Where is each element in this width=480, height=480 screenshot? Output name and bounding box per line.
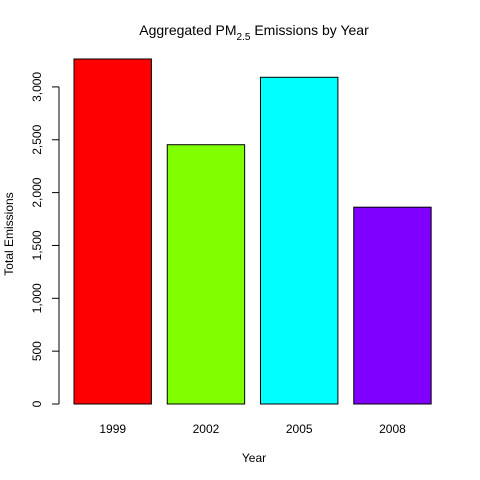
bar-1999 bbox=[73, 58, 152, 405]
x-tick-label: 2005 bbox=[286, 422, 313, 436]
bar-2002 bbox=[166, 144, 246, 405]
bars-group bbox=[73, 58, 432, 405]
bar-2005 bbox=[260, 76, 339, 405]
y-tick-label: 500 bbox=[30, 341, 44, 361]
y-tick-label: 2,500 bbox=[30, 124, 44, 154]
x-axis-label: Year bbox=[242, 451, 266, 465]
chart-title-rest: Emissions by Year bbox=[250, 22, 369, 38]
y-tick-label: 1,500 bbox=[30, 230, 44, 260]
y-axis-label: Total Emissions bbox=[2, 192, 16, 275]
y-axis: 0 500 1,000 1,500 2,000 2,500 3,000 bbox=[30, 72, 60, 407]
x-tick-label: 2002 bbox=[193, 422, 220, 436]
x-tick-label: 1999 bbox=[99, 422, 126, 436]
y-tick-label: 0 bbox=[30, 400, 44, 407]
chart-title: Aggregated PM2.5 Emissions by Year bbox=[139, 22, 369, 43]
bar-2008 bbox=[353, 206, 432, 405]
y-tick-label: 1,000 bbox=[30, 283, 44, 313]
x-tick-labels: 1999 2002 2005 2008 bbox=[99, 422, 406, 436]
y-tick-label: 2,000 bbox=[30, 177, 44, 207]
chart-title-subscript: 2.5 bbox=[237, 32, 251, 43]
x-tick-label: 2008 bbox=[379, 422, 406, 436]
chart-title-main: Aggregated PM bbox=[139, 22, 236, 38]
y-tick-label: 3,000 bbox=[30, 72, 44, 102]
